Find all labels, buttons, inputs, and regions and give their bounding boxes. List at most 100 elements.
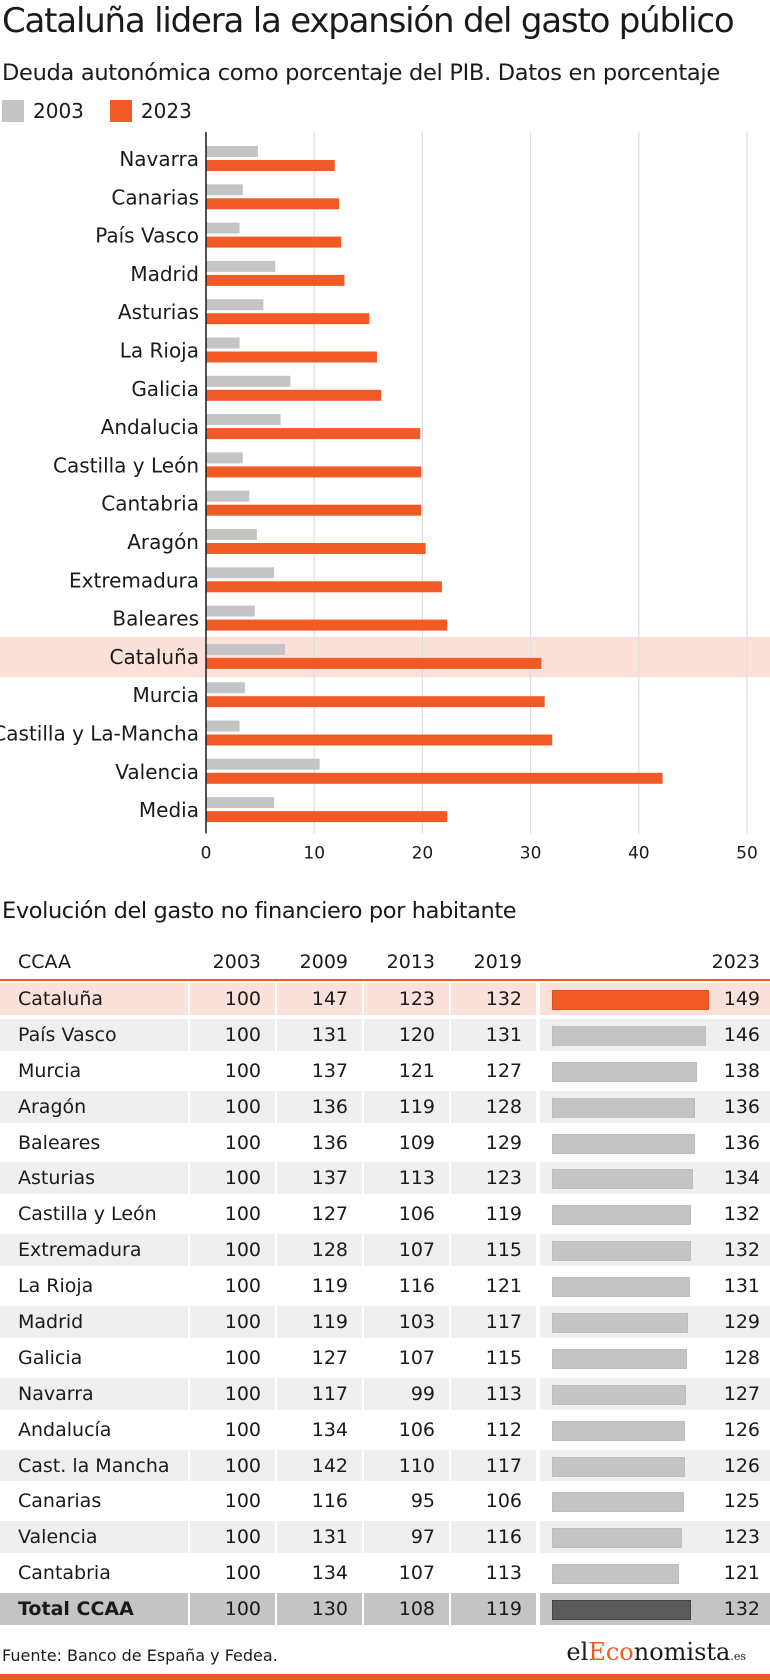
table-row: Cast. la Mancha 100 142 110 117 126 — [0, 1448, 770, 1484]
value-bar-2023 — [552, 1277, 690, 1298]
row-cell-background — [451, 1018, 536, 1051]
value-cell-2013: 113 — [398, 1167, 435, 1190]
row-cell-background — [364, 1234, 449, 1267]
bar-2003 — [206, 567, 275, 579]
bar-2003 — [206, 414, 281, 426]
bar-2023 — [206, 236, 342, 248]
category-label: Media — [139, 798, 199, 822]
table-row: La Rioja 100 119 116 121 131 — [0, 1268, 770, 1304]
row-cell-background — [364, 1593, 449, 1626]
value-cell-2019: 115 — [485, 1239, 522, 1262]
table-row: Cantabria 100 134 107 113 121 — [0, 1555, 770, 1591]
value-cell-2003: 100 — [224, 1023, 261, 1046]
category-label: Castilla y León — [53, 453, 199, 477]
value-cell-2009: 119 — [311, 1275, 348, 1298]
row-cell-background — [0, 1593, 188, 1626]
value-cell-2013: 107 — [398, 1239, 435, 1262]
value-cell-2013: 110 — [398, 1454, 435, 1477]
value-cell-2019: 127 — [485, 1059, 522, 1082]
region-name-cell: Castilla y León — [18, 1203, 157, 1226]
x-tick-label: 10 — [303, 843, 325, 863]
brand-suffix: nomista — [633, 1638, 731, 1666]
brand-accent: Eco — [588, 1638, 634, 1666]
value-cell-2003: 100 — [224, 1131, 261, 1154]
bar-2023 — [206, 274, 345, 286]
value-cell-2023: 128 — [723, 1346, 760, 1369]
value-cell-2003: 100 — [224, 1203, 261, 1226]
value-cell-2019: 115 — [485, 1346, 522, 1369]
region-name-cell: Extremadura — [18, 1239, 142, 1262]
region-name-cell: La Rioja — [18, 1275, 94, 1298]
page-title: Cataluña lidera la expansión del gasto p… — [2, 1, 735, 41]
category-label: Cantabria — [101, 492, 199, 516]
value-cell-2023: 127 — [723, 1382, 760, 1405]
row-cell-background — [190, 1018, 275, 1051]
value-cell-2003: 100 — [224, 1239, 261, 1262]
table-row: Aragón 100 136 119 128 136 — [0, 1089, 770, 1125]
bar-2023 — [206, 351, 377, 363]
legend-swatch-2023 — [109, 100, 132, 122]
bar-2023 — [206, 657, 542, 669]
bar-2003 — [206, 452, 243, 464]
bar-2003 — [206, 260, 276, 272]
row-cell-background — [277, 1306, 362, 1338]
value-bar-2023 — [552, 1492, 684, 1513]
chart-subtitle: Deuda autonómica como porcentaje del PIB… — [2, 60, 720, 86]
legend-label-2003: 2003 — [33, 99, 84, 123]
row-cell-background — [364, 1018, 449, 1051]
row-cell-background — [364, 1449, 449, 1482]
row-cell-background — [277, 983, 362, 1015]
value-cell-2013: 109 — [398, 1131, 435, 1154]
bar-2023 — [206, 466, 422, 478]
value-bar-2023 — [552, 1600, 691, 1621]
legend-swatch-2003 — [2, 100, 24, 122]
value-cell-2023: 126 — [723, 1454, 760, 1477]
bar-2003 — [206, 337, 240, 349]
value-cell-2023: 131 — [723, 1275, 760, 1298]
table-row: Asturias 100 137 113 123 134 — [0, 1160, 770, 1196]
value-cell-2013: 123 — [398, 987, 435, 1010]
bar-2023 — [206, 696, 545, 708]
row-cell-background — [451, 1593, 536, 1626]
table-row: Navarra 100 117 99 113 127 — [0, 1376, 770, 1412]
value-cell-2013: 119 — [398, 1095, 435, 1118]
row-cell-background — [0, 1234, 188, 1267]
region-name-cell: Murcia — [18, 1059, 82, 1082]
chart-legend: 2003 2023 — [2, 96, 218, 126]
bar-2003 — [206, 222, 240, 234]
highlight-band — [0, 636, 770, 678]
region-name-cell: Madrid — [18, 1310, 84, 1333]
row-cell-background — [364, 1521, 449, 1554]
bar-2023 — [206, 160, 335, 171]
category-label: Valencia — [115, 760, 199, 784]
row-cell-background — [451, 1521, 536, 1554]
bar-2023 — [206, 504, 422, 516]
table-row: Castilla y León 100 127 106 119 132 — [0, 1196, 770, 1232]
value-cell-2019: 121 — [485, 1275, 522, 1298]
value-cell-2019: 117 — [485, 1454, 522, 1477]
bar-2003 — [206, 184, 243, 196]
value-bar-2023 — [552, 1133, 695, 1154]
bar-2003 — [206, 375, 291, 387]
row-cell-background — [190, 983, 275, 1015]
value-cell-2003: 100 — [224, 1167, 261, 1190]
bar-2003 — [206, 146, 258, 157]
value-cell-2013: 99 — [410, 1382, 435, 1405]
x-tick-label: 50 — [736, 843, 758, 863]
value-cell-2023: 138 — [723, 1059, 760, 1082]
category-label: Madrid — [130, 262, 199, 286]
table-row: Galicia 100 127 107 115 128 — [0, 1340, 770, 1376]
category-label: Cataluña — [110, 645, 199, 669]
value-cell-2019: 112 — [485, 1418, 522, 1441]
value-cell-2009: 131 — [311, 1023, 348, 1046]
region-name-cell: Galicia — [18, 1346, 83, 1369]
row-cell-background — [277, 1018, 362, 1051]
x-tick-label: 0 — [201, 843, 212, 863]
bar-2023 — [206, 198, 340, 210]
value-cell-2023: 123 — [723, 1526, 760, 1549]
bar-2023 — [206, 619, 448, 631]
value-cell-2019: 128 — [485, 1095, 522, 1118]
brand-prefix: el — [566, 1638, 589, 1666]
row-cell-background — [0, 1162, 188, 1195]
value-bar-2023 — [552, 1313, 688, 1334]
